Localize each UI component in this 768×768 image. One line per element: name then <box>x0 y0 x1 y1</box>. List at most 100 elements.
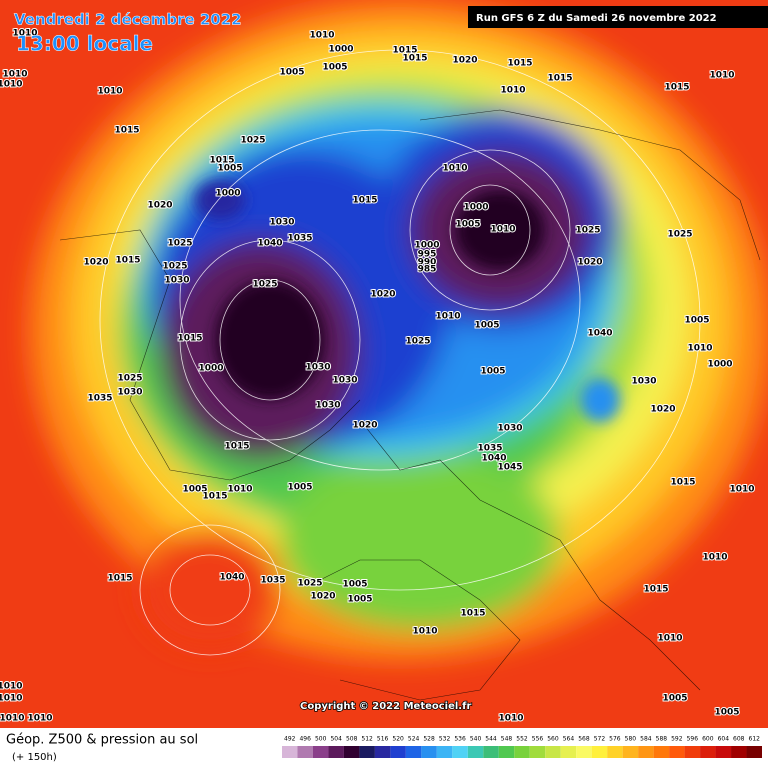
scale-label: 588 <box>656 736 668 743</box>
scale-label: 596 <box>687 736 699 743</box>
isobar-label: 1025 <box>117 374 142 384</box>
isobar-label: 1020 <box>352 421 377 431</box>
isobar-label: 1005 <box>279 68 304 78</box>
isobar-label: 1000 <box>707 360 732 370</box>
scale-swatch <box>715 746 732 758</box>
scale-label: 536 <box>454 736 466 743</box>
isobar-label: 1030 <box>631 377 656 387</box>
isobar-label: 1015 <box>352 196 377 206</box>
forecast-time: 13:00 locale <box>16 32 153 56</box>
scale-label: 584 <box>640 736 652 743</box>
scale-swatch <box>390 746 406 758</box>
scale-swatch <box>669 746 685 758</box>
isobar-label: 1025 <box>240 136 265 146</box>
scale-swatch <box>312 746 329 758</box>
isobar-label: 1040 <box>587 329 612 339</box>
scale-label: 496 <box>299 736 311 743</box>
scale-swatch <box>498 746 515 758</box>
scale-swatch <box>282 746 298 758</box>
isobar-label: 1010 <box>12 29 37 39</box>
isobar-label: 1005 <box>182 485 207 495</box>
isobar-label: 985 <box>418 265 437 275</box>
isobar-label: 1035 <box>260 576 285 586</box>
isobar-label: 1030 <box>332 376 357 386</box>
scale-label: 592 <box>671 736 683 743</box>
isobar-label: 1020 <box>650 405 675 415</box>
isobar-label: 1015 <box>664 83 689 93</box>
isobar-label: 1005 <box>480 367 505 377</box>
isobar-label: 1020 <box>370 290 395 300</box>
isobar-label: 1015 <box>209 156 234 166</box>
isobar-label: 1020 <box>310 592 335 602</box>
scale-label: 500 <box>315 736 327 743</box>
isobar-label: 1015 <box>670 478 695 488</box>
scale-label: 548 <box>501 736 513 743</box>
isobar-label: 1010 <box>97 87 122 97</box>
isobar-label: 1030 <box>497 424 522 434</box>
scale-swatch <box>560 746 577 758</box>
scale-label: 552 <box>516 736 528 743</box>
scale-label: 576 <box>609 736 621 743</box>
isobar-label: 1025 <box>405 337 430 347</box>
isobar-label: 1010 <box>687 344 712 354</box>
isobar-label: 1005 <box>455 220 480 230</box>
scale-swatch <box>731 746 747 758</box>
isobar-label: 1015 <box>115 256 140 266</box>
scale-label: 528 <box>423 736 435 743</box>
scale-label: 512 <box>361 736 373 743</box>
isobar-label: 1000 <box>328 45 353 55</box>
isobar-label: 1005 <box>347 595 372 605</box>
scale-label: 504 <box>330 736 342 743</box>
scale-label: 600 <box>702 736 714 743</box>
isobar-label: 1000 <box>198 364 223 374</box>
scale-swatch <box>359 746 375 758</box>
scale-swatch <box>343 746 360 758</box>
isobar-label: 1005 <box>474 321 499 331</box>
isobar-label: 1020 <box>83 258 108 268</box>
isobar-label: 1015 <box>643 585 668 595</box>
isobar-label: 1020 <box>577 258 602 268</box>
scale-label: 560 <box>547 736 559 743</box>
scale-label: 612 <box>749 736 761 743</box>
run-box <box>468 6 768 28</box>
isobar-label: 1005 <box>287 483 312 493</box>
scale-label: 540 <box>470 736 482 743</box>
isobar-label: 1010 <box>0 80 23 90</box>
isobar-label: 1015 <box>547 74 572 84</box>
isobar-label: 1030 <box>117 388 142 398</box>
scale-swatch <box>467 746 484 758</box>
isobar-label: 1015 <box>224 442 249 452</box>
run-info: Run GFS 6 Z du Samedi 26 novembre 2022 <box>476 13 717 24</box>
isobar-label: 1015 <box>177 334 202 344</box>
isobar-label: 1010 <box>657 634 682 644</box>
isobar-label: 1040 <box>481 454 506 464</box>
isobar-label: 1020 <box>147 201 172 211</box>
isobar-label: 1010 <box>309 31 334 41</box>
scale-swatch <box>421 746 437 758</box>
isobar-label: 1025 <box>667 230 692 240</box>
isobar-label: 1010 <box>0 714 25 724</box>
scale-swatch <box>529 746 546 758</box>
isobar-label: 1010 <box>0 694 23 704</box>
scale-swatch <box>700 746 716 758</box>
isobar-label: 1025 <box>575 226 600 236</box>
scale-swatch <box>746 746 762 758</box>
isobar-label: 1035 <box>87 394 112 404</box>
scale-label: 532 <box>439 736 451 743</box>
scale-label: 556 <box>532 736 544 743</box>
scale-label: 544 <box>485 736 497 743</box>
isobar-label: 1005 <box>217 164 242 174</box>
isobar-label: 1010 <box>702 553 727 563</box>
scale-swatch <box>328 746 344 758</box>
isobar-label: 990 <box>418 258 437 268</box>
isobar-label: 1045 <box>497 463 522 473</box>
isobar-label: 1000 <box>414 241 439 251</box>
isobar-label: 1015 <box>114 126 139 136</box>
isobar-label: 1015 <box>202 492 227 502</box>
scale-label: 604 <box>718 736 730 743</box>
isobar-label: 1015 <box>107 574 132 584</box>
isobar-label: 1030 <box>315 401 340 411</box>
color-scale: 492 496 500 504 508 512 516 520 524 528 532 536 540 5… <box>282 736 762 758</box>
isobar-label: 1010 <box>490 225 515 235</box>
